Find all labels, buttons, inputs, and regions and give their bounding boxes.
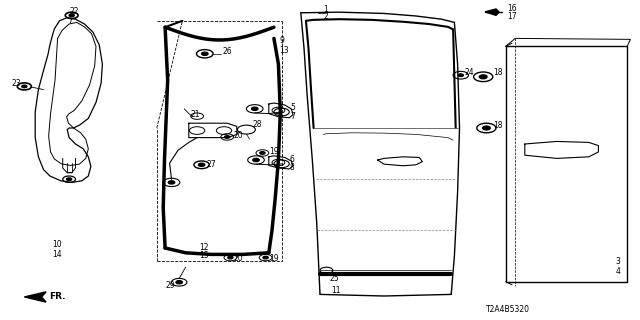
Text: 2: 2 bbox=[323, 12, 328, 21]
Text: 20: 20 bbox=[234, 132, 243, 140]
Text: 1: 1 bbox=[323, 5, 328, 14]
Text: 16: 16 bbox=[508, 4, 517, 13]
Text: 22: 22 bbox=[69, 7, 79, 16]
Text: 6: 6 bbox=[290, 156, 295, 164]
Circle shape bbox=[260, 152, 265, 154]
Circle shape bbox=[483, 126, 490, 130]
Circle shape bbox=[176, 281, 182, 284]
Text: 13: 13 bbox=[280, 46, 289, 55]
Circle shape bbox=[479, 75, 487, 79]
Circle shape bbox=[67, 178, 72, 180]
Text: 29: 29 bbox=[165, 281, 175, 290]
Text: 19: 19 bbox=[269, 147, 278, 156]
Text: 9: 9 bbox=[280, 36, 285, 45]
Circle shape bbox=[458, 74, 463, 76]
Text: 15: 15 bbox=[200, 252, 209, 260]
Text: 12: 12 bbox=[200, 243, 209, 252]
Text: 14: 14 bbox=[52, 250, 62, 259]
Polygon shape bbox=[485, 9, 499, 15]
Circle shape bbox=[69, 14, 74, 17]
Text: 21: 21 bbox=[190, 110, 200, 119]
Circle shape bbox=[228, 256, 233, 259]
Circle shape bbox=[168, 181, 175, 184]
Circle shape bbox=[253, 158, 259, 162]
Circle shape bbox=[263, 256, 268, 259]
Text: 23: 23 bbox=[12, 79, 21, 88]
Text: 3: 3 bbox=[616, 257, 621, 266]
Text: 26: 26 bbox=[223, 47, 232, 56]
Text: 19: 19 bbox=[269, 254, 278, 263]
Text: 11: 11 bbox=[332, 286, 341, 295]
Text: 25: 25 bbox=[330, 274, 339, 283]
Text: FR.: FR. bbox=[49, 292, 66, 301]
Text: 18: 18 bbox=[493, 121, 502, 130]
Text: 10: 10 bbox=[52, 240, 62, 249]
Polygon shape bbox=[24, 292, 46, 302]
Text: 27: 27 bbox=[206, 160, 216, 169]
Circle shape bbox=[198, 163, 205, 166]
Text: 4: 4 bbox=[616, 267, 621, 276]
Text: 8: 8 bbox=[290, 164, 294, 172]
Text: 7: 7 bbox=[290, 112, 295, 121]
Text: 18: 18 bbox=[493, 68, 502, 77]
Text: T2A4B5320: T2A4B5320 bbox=[486, 305, 531, 314]
Circle shape bbox=[225, 136, 230, 138]
Circle shape bbox=[22, 85, 27, 88]
Text: 17: 17 bbox=[508, 12, 517, 21]
Text: 5: 5 bbox=[290, 103, 295, 112]
Text: 24: 24 bbox=[465, 68, 474, 77]
Circle shape bbox=[202, 52, 208, 55]
Text: 28: 28 bbox=[253, 120, 262, 129]
Text: 20: 20 bbox=[234, 254, 243, 263]
Circle shape bbox=[252, 107, 258, 110]
